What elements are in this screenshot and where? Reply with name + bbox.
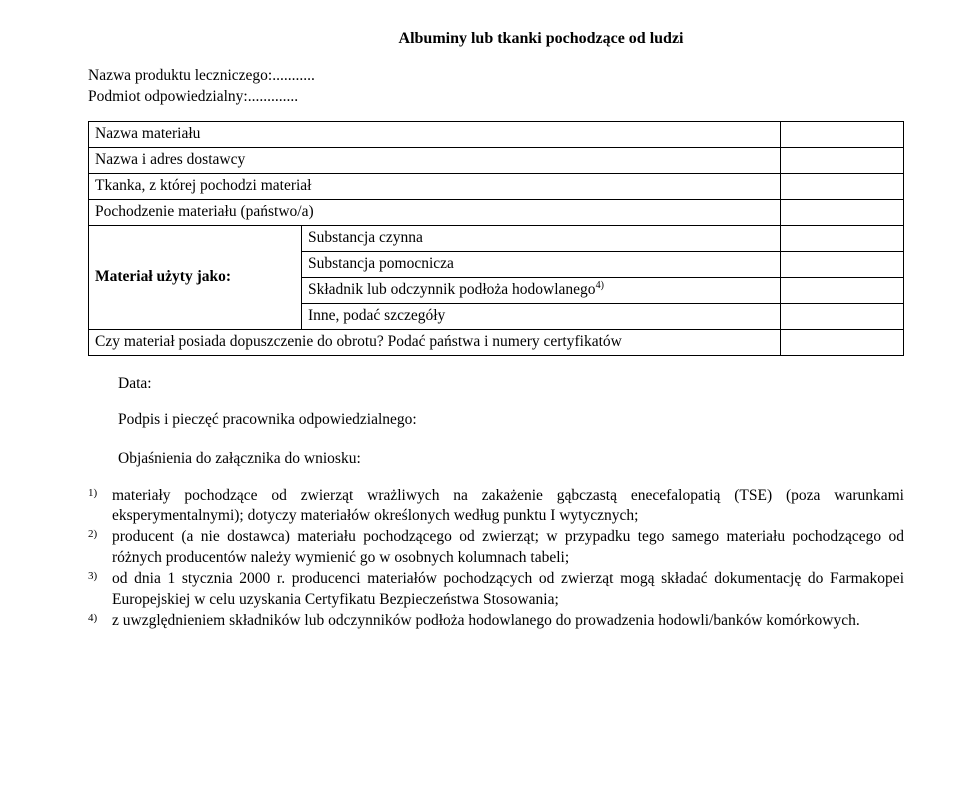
footnote-4: 4) z uwzględnieniem składników lub odczy… [88,611,904,632]
intro-line-1: Nazwa produktu leczniczego:........... [88,66,904,87]
footnote-1: 1) materiały pochodzące od zwierząt wraż… [88,486,904,528]
cell-excipient: Substancja pomocnicza [302,252,781,278]
cell-medium-component-sup: 4) [596,280,604,291]
footnote-num: 3) [88,569,112,582]
cell-empty [781,303,904,329]
date-label: Data: [88,374,904,395]
footnote-text: materiały pochodzące od zwierząt wrażliw… [112,486,904,528]
cell-medium-component: Składnik lub odczynnik podłoża hodowlane… [302,277,781,303]
intro-line-2: Podmiot odpowiedzialny:............. [88,87,904,108]
cell-other: Inne, podać szczegóły [302,303,781,329]
signature-label: Podpis i pieczęć pracownika odpowiedzial… [88,410,904,431]
table-row: Tkanka, z której pochodzi materiał [89,174,904,200]
footnote-text: producent (a nie dostawca) materiału poc… [112,527,904,569]
table-row: Nazwa materiału [89,122,904,148]
cell-tissue: Tkanka, z której pochodzi materiał [89,174,781,200]
footnote-num: 2) [88,527,112,540]
table-row: Czy materiał posiada dopuszczenie do obr… [89,329,904,355]
materials-table: Nazwa materiału Nazwa i adres dostawcy T… [88,121,904,355]
footnote-3: 3) od dnia 1 stycznia 2000 r. producenci… [88,569,904,611]
footnote-2: 2) producent (a nie dostawca) materiału … [88,527,904,569]
cell-empty [781,122,904,148]
cell-empty [781,226,904,252]
cell-material-name: Nazwa materiału [89,122,781,148]
cell-empty [781,200,904,226]
table-row: Nazwa i adres dostawcy [89,148,904,174]
cell-medium-component-text: Składnik lub odczynnik podłoża hodowlane… [308,281,596,298]
cell-supplier: Nazwa i adres dostawcy [89,148,781,174]
table-row: Materiał użyty jako: Substancja czynna [89,226,904,252]
footnote-num: 4) [88,611,112,624]
cell-market-auth: Czy materiał posiada dopuszczenie do obr… [89,329,781,355]
responsible-entity-label: Podmiot odpowiedzialny: [88,88,248,105]
section-title: Albuminy lub tkanki pochodzące od ludzi [88,28,904,50]
responsible-entity-dots: ............. [248,88,298,105]
footnotes: 1) materiały pochodzące od zwierząt wraż… [88,486,904,632]
cell-empty [781,174,904,200]
explanations-label: Objaśnienia do załącznika do wniosku: [88,449,904,470]
cell-active-substance: Substancja czynna [302,226,781,252]
footnote-text: od dnia 1 stycznia 2000 r. producenci ma… [112,569,904,611]
cell-origin: Pochodzenie materiału (państwo/a) [89,200,781,226]
table-row: Pochodzenie materiału (państwo/a) [89,200,904,226]
cell-empty [781,252,904,278]
cell-empty [781,277,904,303]
product-name-dots: ........... [272,67,315,84]
cell-used-as-label: Materiał użyty jako: [89,226,302,330]
cell-empty [781,148,904,174]
footnote-text: z uwzględnieniem składników lub odczynni… [112,611,904,632]
footnote-num: 1) [88,486,112,499]
cell-empty [781,329,904,355]
product-name-label: Nazwa produktu leczniczego: [88,67,272,84]
